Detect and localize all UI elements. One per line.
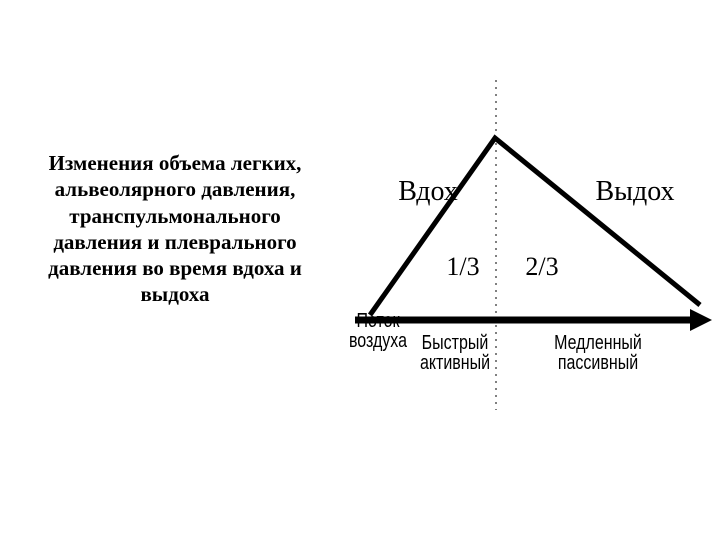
label-slow-2: пассивный [552, 352, 645, 375]
triangle-path [370, 138, 700, 315]
label-exhale: Выдох [590, 176, 680, 208]
label-fast-2: активный [415, 352, 495, 375]
diagram-svg [0, 0, 720, 540]
stage: Изменения объема легких, альвеолярного д… [0, 0, 720, 540]
label-inhale: Вдох [388, 176, 468, 208]
label-airflow-2: воздуха [344, 330, 411, 353]
label-frac23: 2/3 [522, 252, 562, 282]
arrow-head [690, 309, 712, 331]
label-frac13: 1/3 [443, 252, 483, 282]
